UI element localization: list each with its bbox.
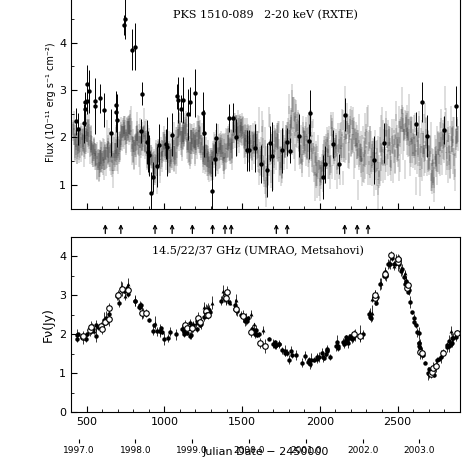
X-axis label: Julian Date − 2450000: Julian Date − 2450000 bbox=[202, 447, 328, 456]
Text: PKS 1510-089   2-20 keV (RXTE): PKS 1510-089 2-20 keV (RXTE) bbox=[173, 10, 358, 20]
Text: 14.5/22/37 GHz (UMRAO, Metsahovi): 14.5/22/37 GHz (UMRAO, Metsahovi) bbox=[152, 246, 364, 256]
Y-axis label: Fν(Jy): Fν(Jy) bbox=[42, 307, 55, 342]
Y-axis label: Flux (10⁻¹¹ erg s⁻¹ cm⁻²): Flux (10⁻¹¹ erg s⁻¹ cm⁻²) bbox=[46, 42, 56, 162]
